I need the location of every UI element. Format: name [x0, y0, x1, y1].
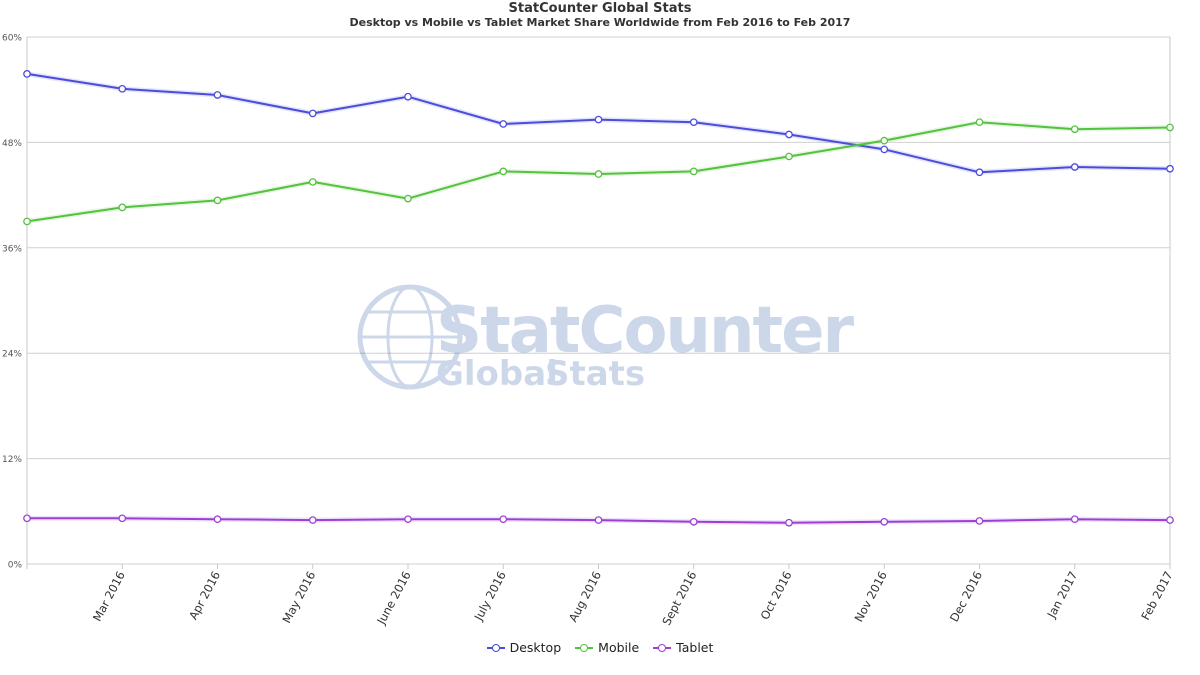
- x-tick-label: June 2016: [374, 569, 414, 628]
- data-point-tablet[interactable]: [594, 516, 603, 524]
- globe-icon: [357, 284, 463, 390]
- x-tick-label: Oct 2016: [757, 569, 794, 622]
- data-point-tablet[interactable]: [1070, 515, 1079, 524]
- legend-item-mobile[interactable]: Mobile: [575, 640, 639, 655]
- x-tick-label: Apr 2016: [186, 569, 223, 622]
- legend-item-tablet[interactable]: Tablet: [653, 640, 713, 655]
- x-tick-label: Mar 2016: [90, 569, 128, 624]
- data-point-tablet[interactable]: [785, 518, 793, 527]
- data-point-mobile[interactable]: [785, 152, 793, 161]
- legend-dot-mobile: [580, 643, 589, 652]
- data-point-mobile[interactable]: [213, 196, 222, 205]
- legend-label-tablet: Tablet: [676, 640, 714, 655]
- watermark-text-statcounter: StatCounter: [436, 294, 855, 368]
- data-point-desktop[interactable]: [880, 145, 889, 154]
- data-series: [23, 70, 1174, 527]
- data-point-desktop[interactable]: [594, 115, 603, 124]
- data-point-mobile[interactable]: [23, 217, 31, 226]
- y-tick-label: 12%: [2, 455, 22, 465]
- data-point-mobile[interactable]: [308, 178, 317, 186]
- data-point-mobile[interactable]: [499, 167, 508, 176]
- data-point-mobile[interactable]: [1070, 125, 1079, 134]
- series-mobile: [23, 118, 1174, 226]
- data-point-mobile[interactable]: [975, 118, 984, 127]
- y-tick-label: 36%: [2, 244, 22, 254]
- series-tablet: [23, 514, 1174, 527]
- data-point-desktop[interactable]: [118, 84, 127, 93]
- x-tick-label: Nov 2016: [852, 569, 890, 624]
- data-point-tablet[interactable]: [499, 515, 508, 524]
- watermark-text-stats: Stats: [545, 354, 645, 394]
- data-point-mobile[interactable]: [689, 167, 698, 176]
- data-point-desktop[interactable]: [1166, 164, 1174, 173]
- data-point-desktop[interactable]: [975, 168, 984, 177]
- x-tick-label: Sept 2016: [659, 569, 699, 628]
- legend: Desktop Mobile Tablet: [0, 640, 1200, 655]
- legend-dot-desktop: [491, 643, 500, 652]
- data-point-desktop[interactable]: [308, 109, 317, 118]
- y-axis-ticks: 0% 12% 24% 36% 48% 60%: [2, 34, 22, 571]
- legend-marker-mobile: [575, 643, 594, 653]
- x-tick-label: Aug 2016: [566, 569, 604, 624]
- data-point-mobile[interactable]: [594, 170, 603, 178]
- watermark-text-global: Global: [436, 354, 558, 394]
- data-point-desktop[interactable]: [785, 130, 793, 139]
- data-point-tablet[interactable]: [880, 517, 889, 526]
- data-point-mobile[interactable]: [404, 194, 412, 203]
- legend-dot-tablet: [658, 643, 667, 652]
- data-point-desktop[interactable]: [499, 120, 508, 128]
- data-point-tablet[interactable]: [1166, 516, 1174, 524]
- chart-title: StatCounter Global Stats: [508, 1, 692, 16]
- data-point-tablet[interactable]: [213, 515, 222, 524]
- data-point-tablet[interactable]: [118, 514, 127, 523]
- data-point-tablet[interactable]: [689, 517, 698, 526]
- data-point-desktop[interactable]: [404, 92, 412, 101]
- x-tick-label: May 2016: [279, 569, 318, 626]
- data-point-mobile[interactable]: [880, 136, 889, 145]
- data-point-desktop[interactable]: [23, 70, 31, 78]
- data-point-mobile[interactable]: [1166, 123, 1174, 132]
- x-tick-label: July 2016: [471, 569, 509, 624]
- legend-marker-desktop: [486, 643, 505, 653]
- chart-subtitle: Desktop vs Mobile vs Tablet Market Share…: [349, 16, 851, 29]
- statcounter-watermark: StatCounter Global Stats: [357, 284, 857, 394]
- data-point-tablet[interactable]: [308, 516, 317, 524]
- data-point-tablet[interactable]: [404, 515, 412, 524]
- x-tick-label: Dec 2016: [947, 569, 985, 624]
- y-tick-label: 24%: [2, 350, 22, 360]
- y-tick-label: 60%: [2, 34, 22, 44]
- data-point-desktop[interactable]: [213, 91, 222, 99]
- data-point-desktop[interactable]: [689, 118, 698, 127]
- x-axis-ticks: Mar 2016 Apr 2016 May 2016 June 2016 July 20…: [26, 564, 1176, 628]
- y-tick-label: 0%: [8, 561, 23, 571]
- series-desktop: [23, 70, 1174, 177]
- legend-item-desktop[interactable]: Desktop: [486, 640, 562, 655]
- data-point-mobile[interactable]: [118, 203, 127, 212]
- y-tick-label: 48%: [2, 139, 22, 149]
- data-point-tablet[interactable]: [975, 517, 984, 525]
- x-tick-label: Jan 2017: [1044, 569, 1081, 621]
- legend-label-mobile: Mobile: [598, 640, 640, 655]
- legend-label-desktop: Desktop: [509, 640, 562, 655]
- x-tick-label: Feb 2017: [1138, 569, 1175, 623]
- data-point-desktop[interactable]: [1070, 163, 1079, 171]
- legend-marker-tablet: [653, 643, 672, 653]
- data-point-tablet[interactable]: [23, 514, 31, 523]
